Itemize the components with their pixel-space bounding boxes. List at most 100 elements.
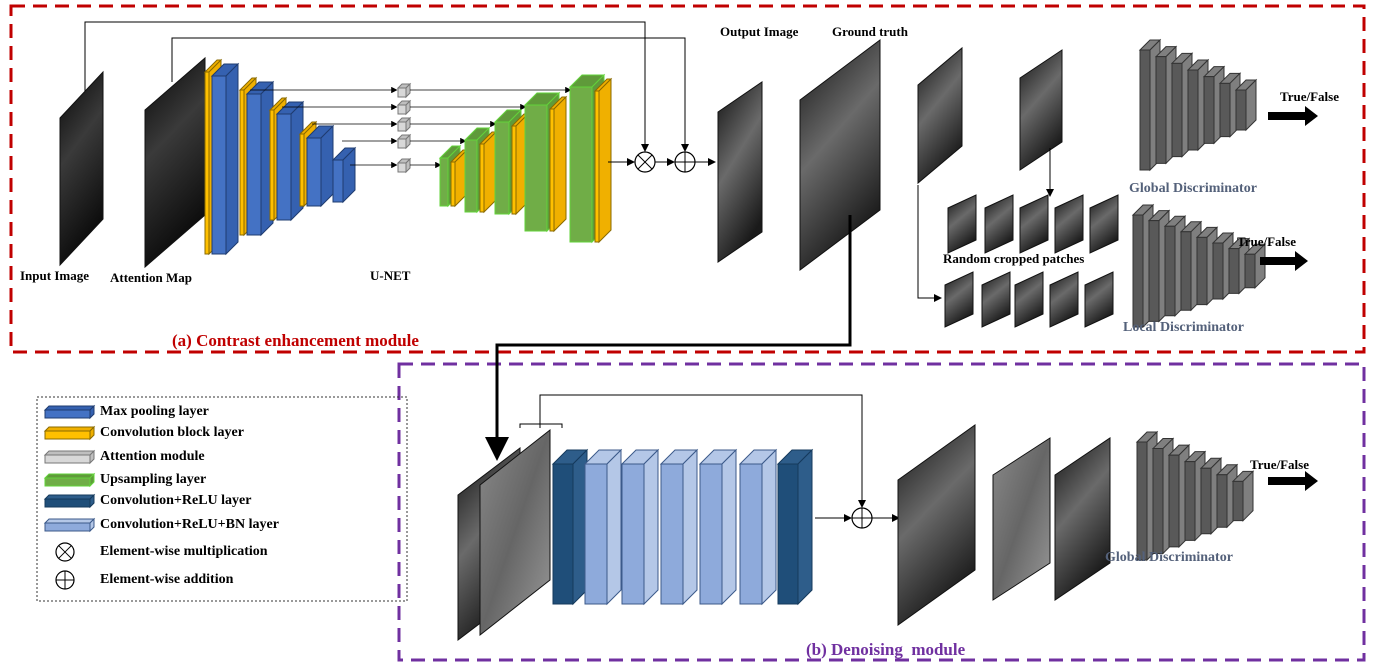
layer: [225, 62, 239, 256]
layer: [584, 463, 608, 605]
connector: [637, 154, 653, 170]
image: [479, 428, 551, 637]
layer: [43, 494, 96, 500]
image: [1054, 437, 1111, 601]
layer: [299, 133, 305, 207]
layer: [594, 90, 600, 243]
layer: [43, 450, 96, 456]
image: [144, 56, 206, 269]
layer: [44, 522, 91, 532]
layer: [397, 104, 407, 115]
layer: [44, 477, 91, 487]
image: [1089, 194, 1119, 254]
layer: [1216, 474, 1228, 528]
layer: [1235, 89, 1247, 131]
image: [1084, 271, 1114, 328]
connector: [539, 394, 866, 508]
layer: [439, 157, 449, 207]
legend-label: Attention module: [100, 449, 205, 464]
layer: [269, 109, 275, 221]
layer: [739, 463, 763, 605]
label: Random cropped patches: [943, 251, 1084, 266]
label: Input Image: [20, 268, 89, 283]
layer: [239, 89, 245, 236]
layer: [320, 124, 334, 208]
layer: [332, 159, 344, 203]
layer: [494, 121, 510, 215]
layer: [1244, 253, 1256, 289]
arrow: [1268, 106, 1318, 126]
label: Output Image: [720, 24, 799, 39]
layer: [483, 130, 497, 214]
arrow: [1268, 471, 1318, 491]
arrow: [1260, 251, 1308, 271]
layer: [553, 95, 567, 233]
layer: [276, 113, 292, 221]
layer: [211, 75, 227, 255]
image: [984, 194, 1014, 254]
layer: [44, 498, 91, 508]
layer: [1152, 448, 1164, 554]
layer: [44, 409, 91, 419]
layer: [524, 104, 548, 232]
legend-label: Convolution+ReLU+BN layer: [100, 517, 279, 532]
layer: [43, 426, 96, 432]
legend-label: Element-wise addition: [100, 572, 234, 587]
layer: [450, 161, 456, 207]
image: [992, 437, 1051, 601]
layer: [621, 463, 645, 605]
layer: [598, 77, 612, 244]
layer: [1180, 231, 1192, 311]
image: [1014, 271, 1044, 328]
legend-frame: [36, 396, 408, 602]
layer: [777, 463, 799, 605]
layer: [643, 448, 659, 606]
image: [799, 39, 881, 271]
legend-label: Max pooling layer: [100, 404, 209, 419]
layer: [204, 71, 210, 255]
layer: [43, 518, 96, 524]
layer: [1200, 467, 1212, 535]
layer: [606, 448, 622, 606]
image: [944, 271, 974, 328]
image: [897, 424, 976, 626]
connector: [519, 423, 563, 428]
layer: [1184, 461, 1196, 541]
module-title: (a) Contrast enhancement module: [172, 331, 419, 350]
layer: [397, 162, 407, 173]
label: U-NET: [370, 268, 411, 283]
layer: [1171, 62, 1183, 158]
layer: [1132, 214, 1144, 328]
layer: [1228, 248, 1240, 294]
layer: [549, 108, 555, 232]
layer: [43, 405, 96, 411]
connector: [917, 185, 942, 302]
layer: [660, 463, 684, 605]
layer: [1168, 454, 1180, 548]
legend-label: Convolution block layer: [100, 425, 244, 440]
layer: [761, 448, 777, 606]
legend-label: Convolution+ReLU layer: [100, 493, 251, 508]
layer: [1164, 225, 1176, 317]
layer: [1212, 242, 1224, 300]
layer: [1219, 82, 1231, 138]
image: [981, 271, 1011, 328]
layer: [1232, 480, 1244, 522]
layer: [1139, 49, 1151, 171]
image: [1049, 271, 1079, 328]
layer: [479, 143, 485, 213]
legend-label: Upsampling layer: [100, 472, 206, 487]
label: Ground truth: [832, 24, 909, 39]
layer: [306, 137, 322, 207]
connector: [84, 21, 649, 152]
layer: [699, 463, 723, 605]
connector: [58, 545, 72, 559]
image: [1019, 49, 1063, 171]
layer: [43, 473, 96, 479]
layer: [1203, 76, 1215, 144]
image: [1054, 194, 1084, 254]
layer: [246, 93, 262, 236]
layer: [464, 139, 478, 213]
label: Attention Map: [110, 270, 192, 285]
label: True/False: [1250, 457, 1309, 472]
